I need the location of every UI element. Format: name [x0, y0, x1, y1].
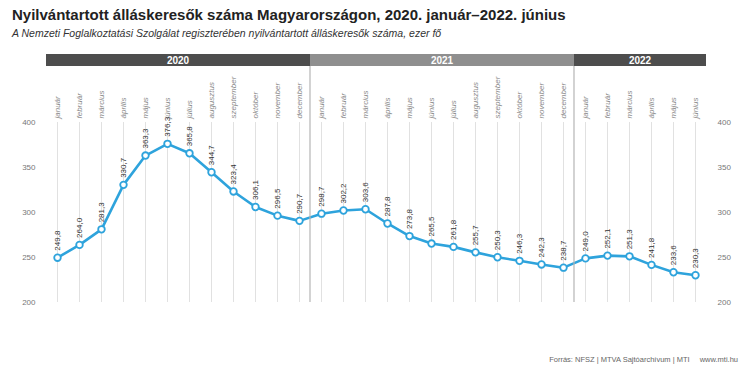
- svg-text:230,3: 230,3: [691, 248, 700, 269]
- svg-text:363,3: 363,3: [141, 128, 150, 149]
- svg-text:350: 350: [718, 163, 732, 172]
- svg-text:március: március: [361, 90, 370, 118]
- svg-text:január: január: [317, 96, 326, 120]
- svg-text:december: december: [559, 83, 568, 119]
- svg-text:május: május: [669, 97, 678, 118]
- svg-text:2020: 2020: [167, 55, 190, 66]
- svg-text:252,1: 252,1: [603, 228, 612, 249]
- svg-text:május: május: [405, 97, 414, 118]
- svg-text:május: május: [141, 97, 150, 118]
- svg-text:200: 200: [22, 298, 36, 307]
- svg-text:február: február: [603, 93, 612, 119]
- svg-text:január: január: [53, 96, 62, 120]
- svg-text:241,8: 241,8: [647, 237, 656, 258]
- svg-text:261,8: 261,8: [449, 219, 458, 240]
- svg-text:március: március: [625, 90, 634, 118]
- html-text:Nyilvántartott álláskeresők sz: Nyilvántartott álláskeresők száma Magyar…: [12, 6, 566, 23]
- svg-text:február: február: [339, 93, 348, 119]
- svg-text:250: 250: [22, 253, 36, 262]
- svg-text:400: 400: [22, 118, 36, 127]
- html-text:A Nemzeti Foglalkoztatási Szol: A Nemzeti Foglalkoztatási Szolgálat regi…: [12, 27, 442, 39]
- svg-text:március: március: [97, 90, 106, 118]
- svg-text:április: április: [119, 98, 128, 119]
- svg-text:233,6: 233,6: [669, 245, 678, 266]
- svg-text:300: 300: [22, 208, 36, 217]
- svg-text:250,3: 250,3: [493, 230, 502, 251]
- svg-text:238,7: 238,7: [559, 240, 568, 261]
- svg-text:augusztus: augusztus: [471, 82, 480, 118]
- svg-text:június: június: [427, 98, 436, 120]
- svg-text:350: 350: [22, 163, 36, 172]
- svg-text:január: január: [581, 96, 590, 120]
- svg-text:281,3: 281,3: [97, 202, 106, 223]
- svg-text:246,3: 246,3: [515, 233, 524, 254]
- svg-text:200: 200: [718, 298, 732, 307]
- svg-text:296,5: 296,5: [273, 188, 282, 209]
- svg-text:július: július: [185, 100, 194, 119]
- svg-text:255,7: 255,7: [471, 225, 480, 246]
- html-text:www.mti.hu: www.mti.hu: [699, 355, 738, 364]
- svg-text:november: november: [537, 83, 546, 119]
- svg-text:302,2: 302,2: [339, 183, 348, 204]
- svg-text:303,6: 303,6: [361, 182, 370, 203]
- svg-text:249,8: 249,8: [53, 230, 62, 251]
- svg-text:273,8: 273,8: [405, 209, 414, 230]
- svg-text:264,0: 264,0: [75, 217, 84, 238]
- svg-text:június: június: [691, 98, 700, 120]
- svg-text:400: 400: [718, 118, 732, 127]
- svg-text:június: június: [163, 98, 172, 120]
- svg-text:december: december: [295, 83, 304, 119]
- svg-text:október: október: [251, 91, 260, 118]
- svg-text:365,8: 365,8: [185, 126, 194, 147]
- svg-text:323,4: 323,4: [229, 164, 238, 185]
- svg-text:július: július: [449, 100, 458, 119]
- svg-text:február: február: [75, 93, 84, 119]
- svg-text:szeptember: szeptember: [493, 76, 502, 118]
- svg-text:287,8: 287,8: [383, 196, 392, 217]
- svg-text:344,7: 344,7: [207, 145, 216, 166]
- svg-text:300: 300: [718, 208, 732, 217]
- svg-text:október: október: [515, 91, 524, 118]
- svg-text:330,7: 330,7: [119, 157, 128, 178]
- svg-text:265,5: 265,5: [427, 216, 436, 237]
- svg-text:290,7: 290,7: [295, 193, 304, 214]
- svg-text:306,1: 306,1: [251, 179, 260, 200]
- svg-text:249,0: 249,0: [581, 231, 590, 252]
- svg-text:298,7: 298,7: [317, 186, 326, 207]
- svg-text:242,3: 242,3: [537, 237, 546, 258]
- svg-text:2022: 2022: [629, 55, 652, 66]
- svg-text:250: 250: [718, 253, 732, 262]
- svg-text:szeptember: szeptember: [229, 76, 238, 118]
- svg-text:251,3: 251,3: [625, 229, 634, 250]
- svg-text:376,3: 376,3: [163, 116, 172, 137]
- html-text:Forrás: NFSZ | MTVA Sajtóarchí: Forrás: NFSZ | MTVA Sajtóarchívum | MTI: [549, 355, 690, 364]
- svg-text:április: április: [383, 98, 392, 119]
- svg-text:április: április: [647, 98, 656, 119]
- svg-text:2021: 2021: [431, 55, 454, 66]
- svg-text:november: november: [273, 83, 282, 119]
- svg-text:augusztus: augusztus: [207, 82, 216, 118]
